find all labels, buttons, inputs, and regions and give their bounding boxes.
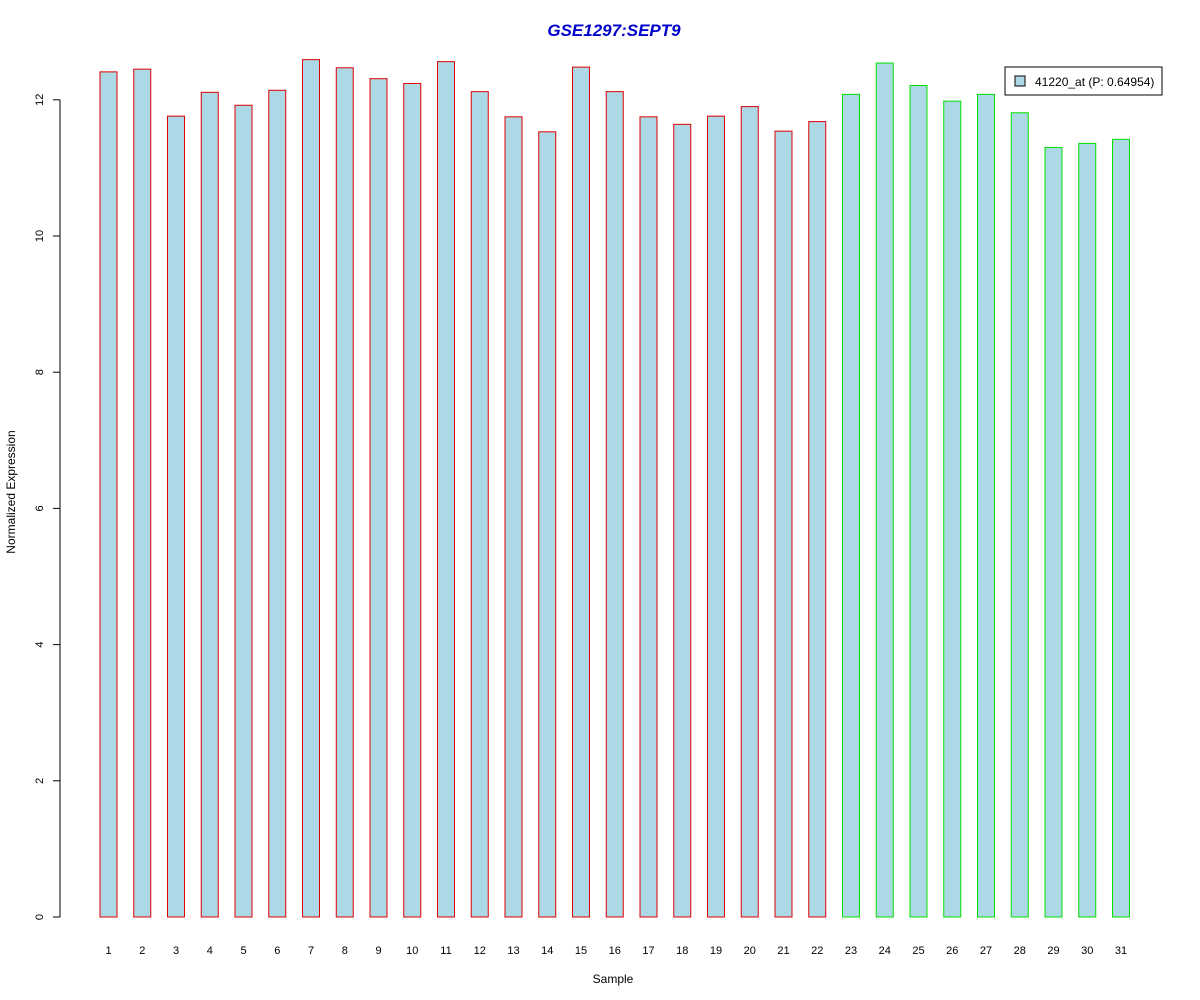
x-tick-label: 13 [507,945,519,957]
x-tick-label: 17 [642,945,654,957]
x-tick-label: 25 [912,945,924,957]
y-axis-label: Normalized Expression [4,430,18,553]
bar-sample-25 [909,85,928,918]
x-tick-label: 20 [744,945,756,957]
x-tick-label: 10 [406,945,418,957]
x-tick-label: 14 [541,945,553,957]
x-tick-label: 8 [342,945,348,957]
y-tick-label: 0 [34,914,46,920]
bar-sample-3 [167,115,185,918]
bar-sample-1 [99,71,118,918]
bar-sample-13 [504,116,523,918]
bar-sample-20 [740,106,759,918]
x-tick-label: 1 [105,945,111,957]
x-tick-label: 15 [575,945,587,957]
bar-sample-15 [572,66,590,918]
bar-sample-31 [1112,138,1130,918]
bar-sample-16 [605,91,624,918]
y-tick-label: 10 [34,230,46,242]
x-tick-label: 23 [845,945,857,957]
x-tick-label: 30 [1081,945,1093,957]
x-axis-label: Sample [593,972,634,986]
bar-sample-24 [875,62,894,918]
x-tick-label: 24 [879,945,891,957]
x-tick-label: 5 [240,945,246,957]
y-tick-label: 2 [34,778,46,784]
legend-label: 41220_at (P: 0.64954) [1035,75,1154,89]
bar-sample-5 [234,104,253,918]
bars [99,59,1130,918]
x-tick-label: 3 [173,945,179,957]
bar-sample-19 [707,115,725,918]
legend-swatch [1014,75,1026,87]
x-tick-labels: 1 2 3 4 5 6 7 8 9 10 11 12 13 14 15 16 17 18 19 20 21 22 23 24 2… [105,945,1127,957]
bar-sample-10 [403,82,422,918]
x-tick-label: 16 [609,945,621,957]
bar-sample-27 [977,93,995,918]
bar-sample-22 [808,121,827,918]
legend: 41220_at (P: 0.64954) [1004,66,1163,96]
x-tick-label: 7 [308,945,314,957]
bar-sample-14 [538,131,557,918]
x-tick-label: 21 [777,945,789,957]
bar-sample-11 [437,61,455,918]
bar-sample-9 [369,78,388,918]
bar-sample-4 [200,91,219,918]
x-tick-label: 11 [440,945,451,957]
bar-sample-18 [673,123,692,918]
y-tick-label: 8 [34,369,46,375]
x-tick-label: 26 [946,945,958,957]
x-tick-label: 12 [474,945,486,957]
y-tick-label: 4 [34,642,46,648]
x-tick-label: 31 [1115,945,1127,957]
bar-sample-8 [335,67,354,918]
bar-sample-29 [1044,146,1063,918]
bar-sample-7 [302,59,320,918]
x-tick-label: 4 [207,945,213,957]
x-tick-label: 9 [375,945,381,957]
chart-title: GSE1297:SEPT9 [547,21,681,40]
x-tick-label: 18 [676,945,688,957]
bar-sample-6 [268,89,287,918]
bar-sample-12 [470,91,489,918]
x-tick-label: 2 [139,945,145,957]
bar-sample-26 [943,100,962,918]
bar-sample-21 [774,130,793,918]
x-tick-label: 29 [1047,945,1059,957]
y-axis: 0 2 4 6 8 10 12 [34,94,61,920]
bar-sample-2 [133,68,152,918]
x-tick-label: 28 [1014,945,1026,957]
x-tick-label: 6 [274,945,280,957]
x-tick-label: 22 [811,945,823,957]
x-tick-label: 27 [980,945,992,957]
legend-box [1004,66,1163,96]
bar-sample-23 [842,93,860,918]
y-tick-label: 12 [34,94,46,106]
bar-sample-17 [639,116,658,918]
bar-sample-28 [1010,112,1029,918]
x-tick-label: 19 [710,945,722,957]
bar-sample-30 [1078,142,1097,918]
y-tick-label: 6 [34,505,46,511]
